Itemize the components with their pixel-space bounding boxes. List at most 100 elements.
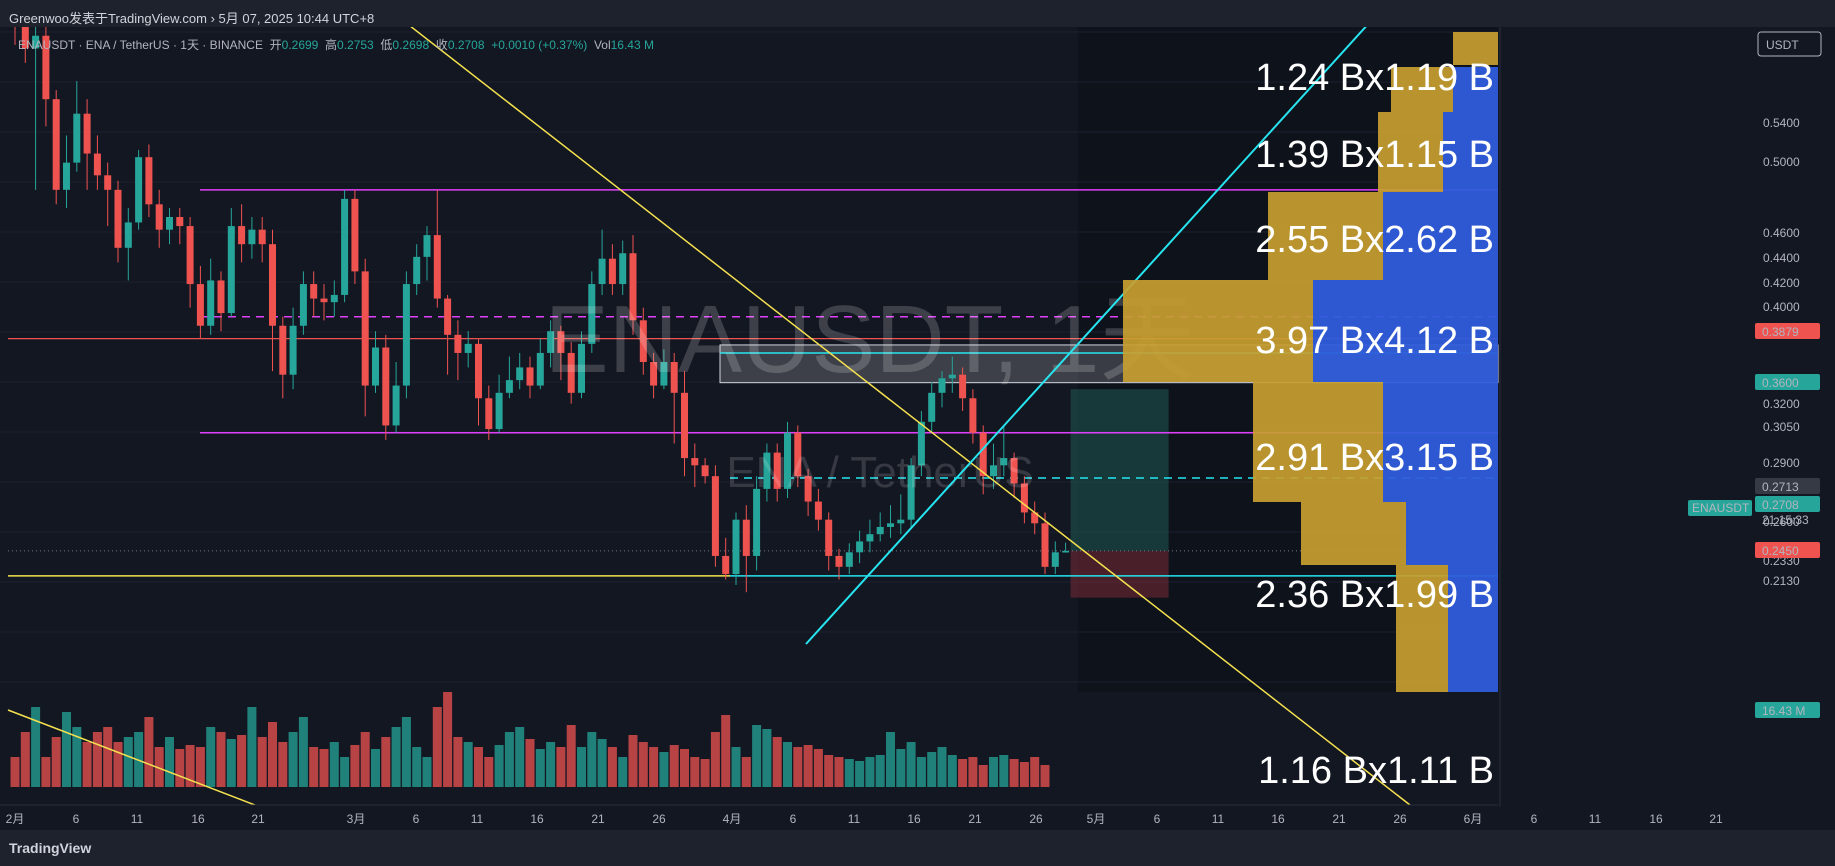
volume-bar [597, 739, 607, 787]
candle-body [938, 378, 946, 393]
time-tick-label: 21 [591, 812, 605, 826]
volume-bar [1019, 762, 1029, 787]
time-tick-label: 16 [1649, 812, 1663, 826]
tradingview-logo[interactable]: TradingView [9, 840, 92, 856]
candle-body [557, 331, 565, 353]
candle-body [619, 253, 627, 285]
candle-body [279, 325, 287, 375]
candle-body [639, 320, 647, 362]
volume-bar [803, 745, 813, 787]
volume-bar [834, 757, 844, 787]
legend-open: 0.2699 [281, 38, 319, 52]
price-tick-label: 0.2600 [1763, 515, 1800, 529]
vpvr-up-bar [1396, 565, 1448, 692]
volume-bar [154, 747, 164, 787]
candle-body [207, 280, 215, 326]
vpvr-label: 1.24 Bx1.19 B [1255, 57, 1494, 99]
volume-bar [175, 749, 185, 787]
candle-body [73, 113, 81, 163]
candle-body [21, 27, 29, 49]
vpvr-up-bar [1378, 112, 1443, 192]
vpvr-down-bar [1383, 382, 1498, 502]
watermark-main: ENAUSDT, 1天 [545, 286, 1196, 393]
time-tick-label: 11 [131, 812, 144, 826]
candle-body [959, 374, 967, 399]
price-tag [1755, 542, 1820, 558]
volume-bar [165, 737, 174, 787]
volume-bar [1009, 759, 1019, 787]
candle-body [588, 284, 596, 344]
volume-bar [886, 732, 895, 787]
volume-bar [309, 747, 319, 787]
candle-body [1010, 458, 1018, 484]
volume-bar [731, 747, 741, 787]
volume-bar [937, 747, 947, 787]
candle-body [382, 347, 390, 426]
volume-bar [340, 757, 350, 787]
vpvr-up-bar [1253, 382, 1383, 502]
candle-body [1020, 483, 1028, 513]
time-tick-label: 26 [1029, 812, 1043, 826]
volume-bar [72, 727, 82, 787]
volume-bar [432, 707, 442, 787]
currency-label: USDT [1766, 38, 1799, 52]
vpvr-label: 3.97 Bx4.12 B [1255, 320, 1494, 362]
candle-body [433, 235, 441, 299]
volume-bar [710, 732, 720, 787]
price-tick-label: 0.2130 [1763, 574, 1800, 588]
price-tick-label: 0.4600 [1763, 226, 1800, 240]
volume-bar [659, 752, 669, 787]
time-tick-label: 6 [1154, 812, 1161, 826]
candle-body [186, 226, 194, 285]
volume-bar [371, 749, 380, 787]
candle-body [732, 519, 740, 575]
price-axis[interactable]: USDT 0.5400 0.5000 0.4600 0.4400 0.4200 0.4000… [1499, 27, 1835, 807]
volume-bar [607, 747, 617, 787]
candle-body [866, 534, 874, 542]
candle-body [547, 331, 555, 353]
price-tag-label: 0.3600 [1762, 376, 1799, 390]
candle-body [722, 555, 730, 575]
volume-bar [401, 717, 411, 787]
vpvr-up-bar [1123, 280, 1313, 382]
time-tick-label: 16 [907, 812, 921, 826]
volume-bar [226, 739, 236, 787]
time-tick-label: 26 [652, 812, 666, 826]
volume-bar [247, 707, 257, 787]
price-tag [1755, 323, 1820, 339]
price-tick-label: 0.2900 [1763, 456, 1800, 470]
volume-bar [989, 757, 998, 787]
volume-bar [257, 737, 267, 787]
legend-close-label: 收 [435, 38, 448, 52]
candle-body [258, 229, 266, 245]
candle-body [176, 217, 184, 227]
vpvr-down-bar [1313, 280, 1498, 382]
candle-body [485, 398, 493, 430]
legend-vol: 16.43 M [610, 38, 654, 52]
volume-bar [958, 759, 968, 787]
volume-bar [350, 745, 360, 787]
volume-bar [690, 757, 700, 787]
candle-body [402, 284, 410, 386]
legend-vol-label: Vol [593, 38, 611, 52]
position-stop-zone [1070, 550, 1169, 598]
candle-body [536, 352, 544, 386]
volume-bar [113, 742, 123, 787]
legend-high: 0.2753 [337, 38, 374, 52]
volume-bar [237, 735, 247, 787]
volume-bar [206, 727, 216, 787]
volume-bar [1040, 765, 1050, 787]
vpvr-label: 1.39 Bx1.15 B [1255, 134, 1494, 176]
candle-body [32, 35, 40, 49]
volume-bar [947, 755, 957, 787]
volume-bar [865, 757, 875, 787]
volume-bar [824, 755, 834, 787]
candle-body [124, 222, 132, 248]
time-tick-label: 21 [1332, 812, 1346, 826]
time-tick-label: 4月 [723, 812, 742, 826]
time-axis[interactable]: 2月 6 11 16 21 3月 6 11 16 21 26 4月 6 11 16 21 26 5月 6 11 16 21… [0, 804, 1723, 830]
price-tag [1755, 702, 1820, 718]
chart[interactable]: ENAUSDT, 1天 ENA / TetherUS 1.24 Bx1.19 B… [0, 27, 1835, 830]
candle-body [825, 519, 833, 556]
volume-bar [391, 727, 401, 787]
